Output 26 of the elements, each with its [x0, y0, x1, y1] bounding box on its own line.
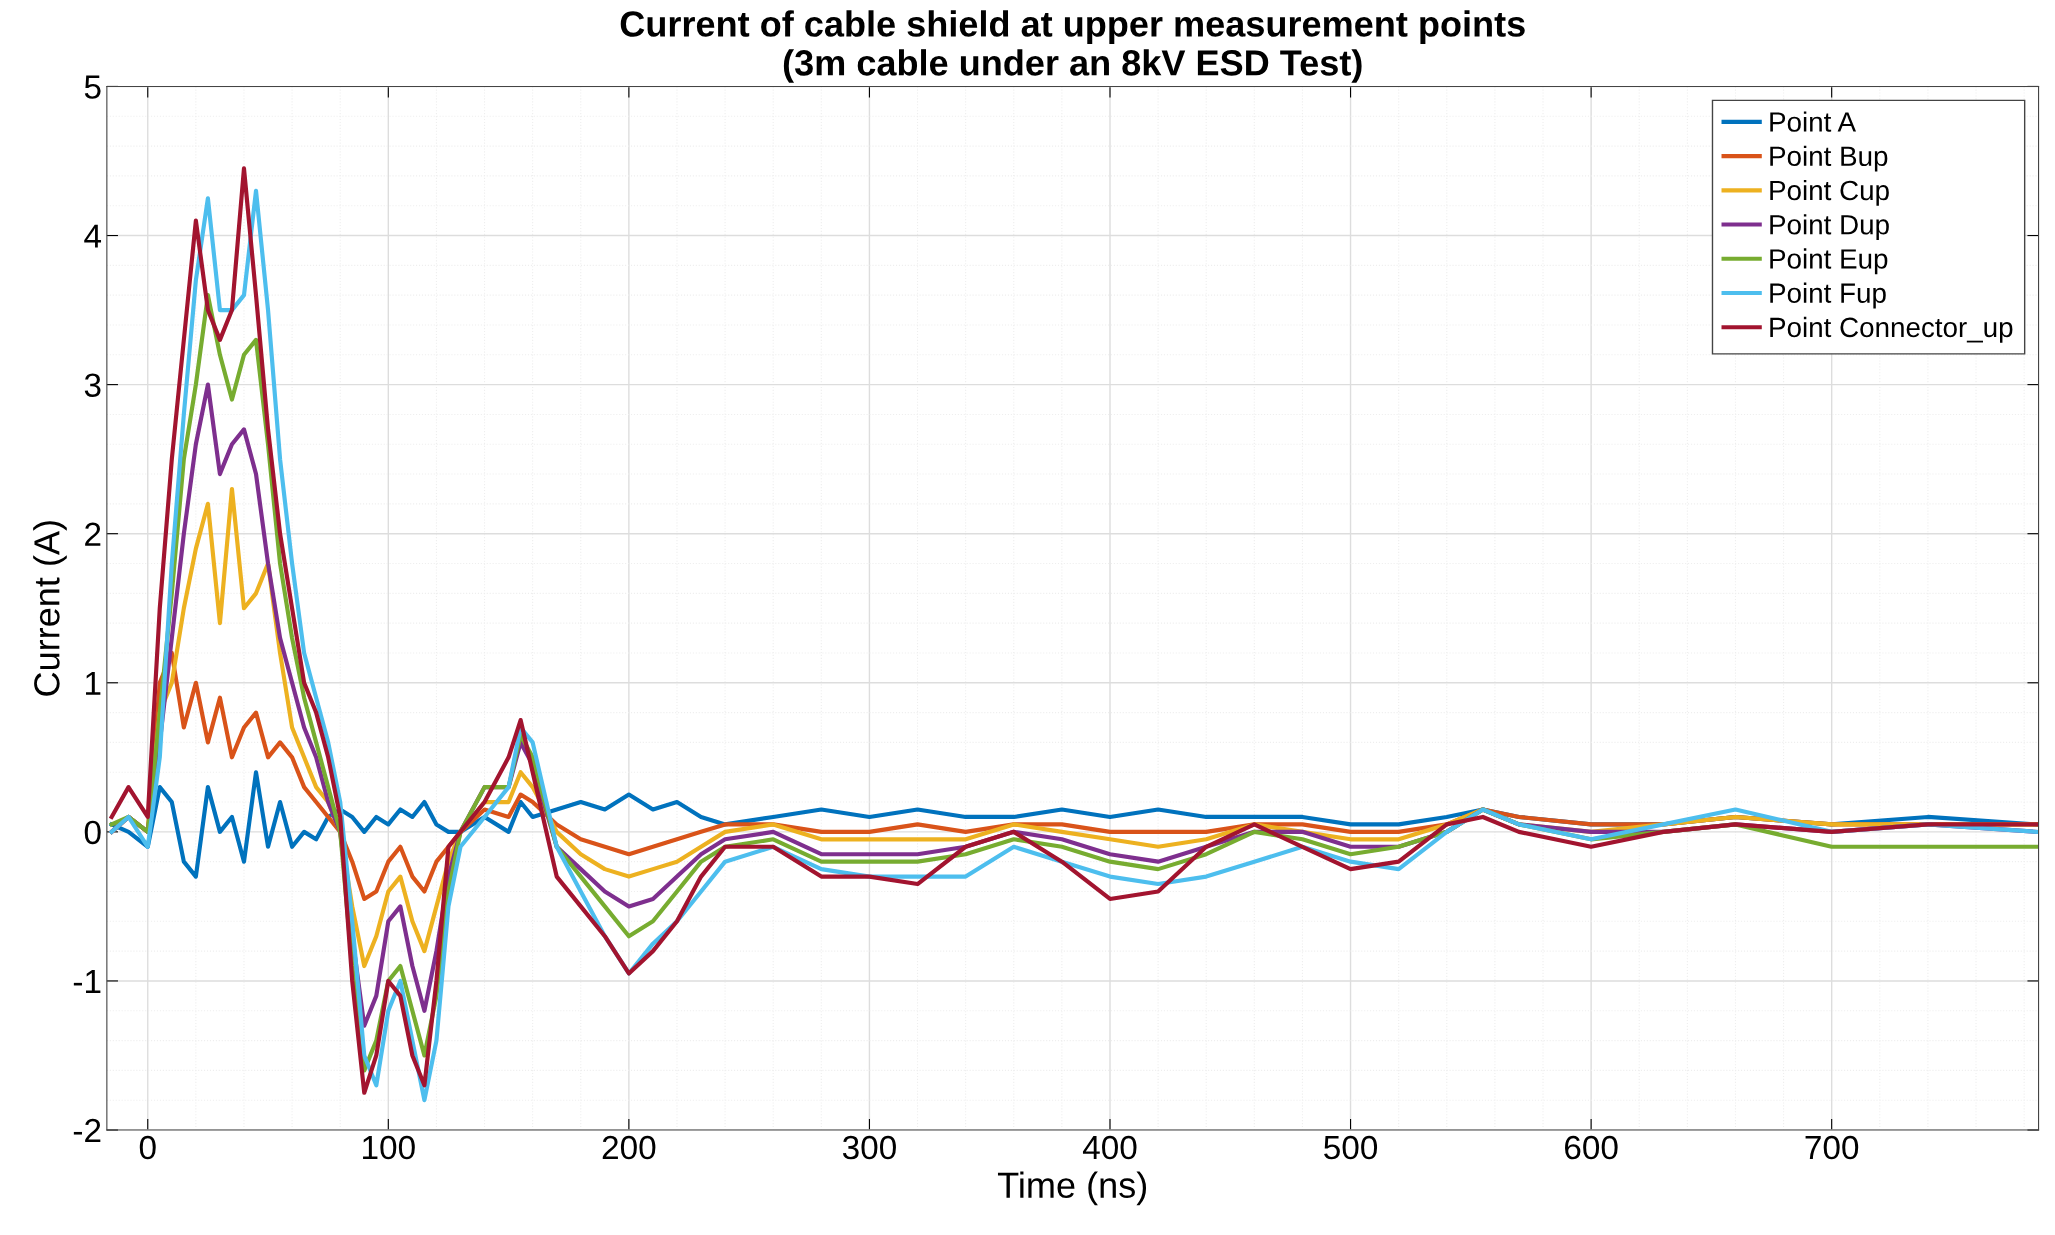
- legend-label: Point Bup: [1770, 145, 1888, 172]
- x-tick-label: 700: [1805, 1135, 1859, 1160]
- x-tick-label: 200: [602, 1135, 656, 1160]
- x-tick-label: 400: [1082, 1135, 1137, 1160]
- chart-title: Current of cable shield at upper measurement points (3m cable under an 8kV ESD Test): [620, 10, 1525, 83]
- legend-label: Point Fup: [1770, 282, 1886, 309]
- y-tick-label: 1: [86, 671, 101, 695]
- legend-label: Point Dup: [1770, 214, 1889, 241]
- y-tick-label: 5: [84, 75, 101, 99]
- x-axis-title: Time (ns): [997, 1171, 1147, 1206]
- y-tick-label: 2: [85, 522, 101, 546]
- legend-label: Point A: [1770, 111, 1857, 132]
- y-axis-title: Current (A): [33, 521, 67, 696]
- x-tick-label: 0: [139, 1135, 156, 1160]
- legend-label: Point Eup: [1770, 248, 1888, 275]
- y-tick-label: 0: [84, 820, 101, 845]
- y-tick-label: -1: [73, 970, 101, 994]
- legend-label: Point Connector_up: [1770, 316, 2013, 343]
- x-tick-label: 600: [1565, 1135, 1618, 1160]
- x-tick-label: 300: [842, 1135, 896, 1160]
- x-tick-label: 100: [363, 1135, 415, 1160]
- x-tick-label: 500: [1324, 1135, 1378, 1160]
- y-tick-label: -2: [73, 1118, 101, 1143]
- y-tick-label: 3: [84, 373, 101, 398]
- legend-label: Point Cup: [1770, 179, 1889, 206]
- y-tick-label: 4: [84, 224, 102, 248]
